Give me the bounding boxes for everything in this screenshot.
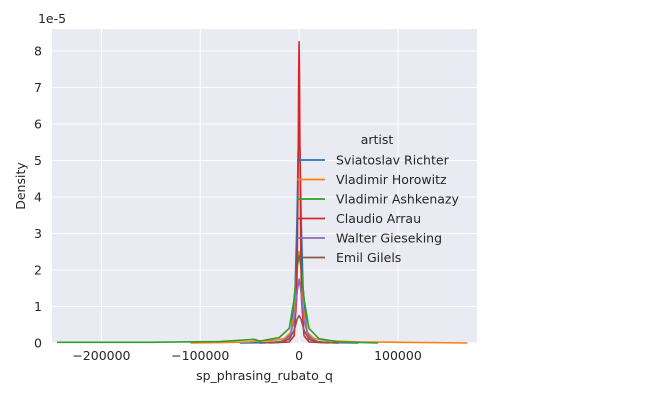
tick-labels: −200000 −100000 0 100000 0 1 2 3 4 5 6 7 8 [34,43,422,363]
legend-entry-label: Vladimir Ashkenazy [336,192,459,207]
x-tick-label: −200000 [72,348,130,363]
legend-entry-label: Walter Gieseking [336,231,442,246]
series-line-claudio-arrau [269,40,329,344]
series-line-vladimir-ashkenazy [56,254,379,344]
y-tick-label: 4 [34,189,42,204]
y-tick-label: 2 [34,262,42,277]
legend-entry-label: Vladimir Horowitz [336,172,447,187]
y-tick-label: 5 [34,153,42,168]
series-line-walter-gieseking [259,278,339,344]
legend: artist Sviatoslav Richter Vladimir Horowi… [297,132,459,265]
y-offset-label: 1e-5 [38,11,66,26]
y-tick-label: 7 [34,80,42,95]
y-tick-label: 6 [34,116,42,131]
x-tick-label: −100000 [171,348,229,363]
y-tick-label: 3 [34,226,42,241]
x-tick-label: 0 [295,348,303,363]
x-tick-label: 100000 [374,348,422,363]
plot-area [52,29,477,343]
legend-entry-label: Claudio Arrau [336,211,421,226]
series-lines [56,40,468,344]
series-line-emil-gilels [259,314,339,344]
y-tick-label: 0 [34,336,42,351]
legend-entry-label: Emil Gilels [336,250,401,265]
y-tick-label: 1 [34,299,42,314]
x-axis-label: sp_phrasing_rubato_q [196,368,333,383]
y-axis-label: Density [13,162,28,210]
legend-title: artist [361,132,394,147]
legend-entry-label: Sviatoslav Richter [336,153,450,168]
y-tick-label: 8 [34,43,42,58]
